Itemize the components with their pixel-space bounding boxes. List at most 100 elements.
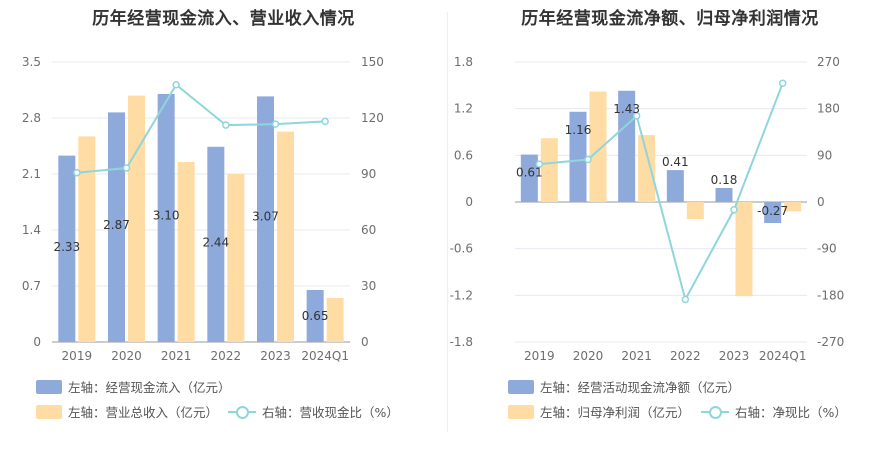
- right-axis-tick: 180: [817, 102, 840, 116]
- right-axis-tick: 120: [361, 111, 384, 125]
- right-axis-tick: 90: [817, 148, 832, 162]
- bar: [326, 298, 344, 342]
- bar: [207, 146, 225, 342]
- left-chart-title: 历年经营现金流入、营业收入情况: [92, 9, 355, 29]
- legend-label-cash-inflow: 左轴：经营现金流入（亿元）: [68, 380, 231, 395]
- legend-item-net-profit[interactable]: 左轴：归母净利润（亿元）: [508, 402, 690, 421]
- left-axis-tick: 1.8: [454, 55, 473, 69]
- legend-label-net-cash-flow: 左轴：经营活动现金流净额（亿元）: [540, 380, 741, 395]
- bar: [520, 154, 538, 202]
- bar: [764, 202, 782, 223]
- line-point: [321, 117, 329, 126]
- legend-item-net-cash-flow[interactable]: 左轴：经营活动现金流净额（亿元）: [508, 377, 740, 396]
- series-line: [539, 82, 784, 303]
- bar-data-label: -0.27: [757, 204, 788, 218]
- bar: [589, 91, 607, 202]
- x-axis-tick: 2021: [621, 349, 652, 363]
- bar-data-label: 1.16: [565, 123, 592, 137]
- bar-data-label: 3.07: [252, 210, 279, 224]
- x-axis-tick: 2023: [719, 349, 750, 363]
- line-point: [122, 164, 131, 172]
- legend-swatch-net-cash-flow: [508, 379, 534, 394]
- bar-data-label: 0.41: [662, 155, 689, 169]
- left-axis-tick: -0.6: [450, 242, 473, 256]
- x-axis-tick: 2024Q1: [759, 349, 807, 363]
- x-axis-tick: 2023: [260, 349, 291, 363]
- bar-data-label: 2.87: [103, 218, 130, 232]
- left-axis-tick: 2.1: [22, 167, 41, 181]
- legend-swatch-cash-revenue-ratio: [228, 405, 256, 419]
- bar-data-label: 1.43: [613, 102, 640, 116]
- right-axis-tick: 60: [361, 223, 376, 237]
- left-chart-plot: 0 0.7 1.4 2.1 2.8 3.5 0 30 60 90 120 150 2019 2020 202…: [22, 55, 384, 363]
- right-axis-tick: -180: [817, 288, 844, 302]
- series-line: [76, 83, 326, 174]
- x-axis-tick: 2019: [524, 349, 555, 363]
- bar: [715, 188, 733, 202]
- bar: [618, 90, 636, 202]
- x-axis-tick: 2020: [573, 349, 604, 363]
- right-axis-tick: 150: [361, 55, 384, 69]
- bar: [540, 138, 558, 202]
- x-axis-tick: 2019: [62, 349, 93, 363]
- legend-item-revenue[interactable]: 左轴：营业总收入（亿元）: [36, 402, 218, 421]
- legend-label-revenue: 左轴：营业总收入（亿元）: [68, 405, 219, 420]
- bar: [666, 170, 684, 202]
- line-point: [730, 206, 738, 214]
- bar: [157, 94, 175, 342]
- bar: [306, 290, 324, 342]
- legend-item-cash-revenue-ratio[interactable]: 右轴：营收现金比（%）: [228, 402, 399, 421]
- bar: [784, 202, 802, 212]
- bar-data-label: 2.44: [202, 235, 229, 249]
- bar-data-label: 0.18: [711, 173, 738, 187]
- line-point: [681, 295, 690, 304]
- right-axis-tick: 0: [361, 335, 369, 349]
- bar-data-label: 3.10: [153, 209, 180, 223]
- x-axis-tick: 2020: [111, 349, 142, 363]
- left-axis-tick: 0: [33, 335, 41, 349]
- left-axis-tick: 0.7: [22, 279, 41, 293]
- legend-label-net-cash-ratio: 右轴：净现比（%）: [735, 405, 847, 420]
- right-axis-tick: -90: [817, 242, 837, 256]
- right-chart-plot: -1.8 -1.2 -0.6 0 0.6 1.2 1.8 -270 -180 -90 0 90 180 2…: [450, 55, 845, 363]
- bar-data-label: 0.61: [516, 166, 543, 180]
- line-point: [271, 120, 280, 128]
- x-axis-tick: 2021: [161, 349, 192, 363]
- bar: [177, 162, 195, 342]
- bar-data-label: 2.33: [53, 240, 80, 254]
- legend-label-net-profit: 左轴：归母净利润（亿元）: [540, 405, 691, 420]
- x-axis-tick: 2024Q1: [301, 349, 349, 363]
- legend-item-net-cash-ratio[interactable]: 右轴：净现比（%）: [701, 402, 847, 421]
- left-axis-tick: 0: [465, 195, 473, 209]
- legend-swatch-net-profit: [508, 404, 534, 419]
- left-axis-tick: -1.2: [450, 288, 473, 302]
- legend-label-cash-revenue-ratio: 右轴：营收现金比（%）: [262, 405, 399, 420]
- bar: [257, 96, 274, 343]
- x-axis-tick: 2022: [211, 349, 242, 363]
- right-chart-panel: 历年经营现金流净额、归母净利润情况 -1.8 -1.2 -0.6 0 0.6 1.2 1.8…: [447, 0, 893, 458]
- bar: [569, 111, 587, 202]
- left-axis-tick: -1.8: [450, 335, 473, 349]
- right-axis-tick: 270: [817, 55, 840, 69]
- bar: [227, 174, 245, 342]
- line-point: [172, 81, 180, 89]
- left-axis-tick: 0.6: [454, 148, 473, 162]
- right-axis-tick: 90: [361, 167, 376, 181]
- bar: [686, 202, 704, 220]
- line-point: [632, 112, 641, 120]
- x-axis-tick: 2022: [670, 349, 701, 363]
- bar: [58, 155, 76, 342]
- line-point: [73, 168, 81, 177]
- bar-data-label: 0.65: [302, 309, 329, 323]
- left-axis-tick: 2.8: [22, 111, 41, 125]
- line-point: [778, 79, 787, 88]
- line-point: [222, 121, 230, 129]
- right-axis-tick: 0: [817, 195, 825, 209]
- left-axis-tick: 1.4: [22, 223, 41, 237]
- legend-swatch-revenue: [36, 404, 62, 419]
- left-axis-tick: 3.5: [22, 55, 41, 69]
- legend-item-cash-inflow[interactable]: 左轴：经营现金流入（亿元）: [36, 377, 231, 396]
- line-point: [584, 155, 592, 164]
- legend-swatch-cash-inflow: [36, 379, 62, 394]
- line-point: [535, 160, 544, 168]
